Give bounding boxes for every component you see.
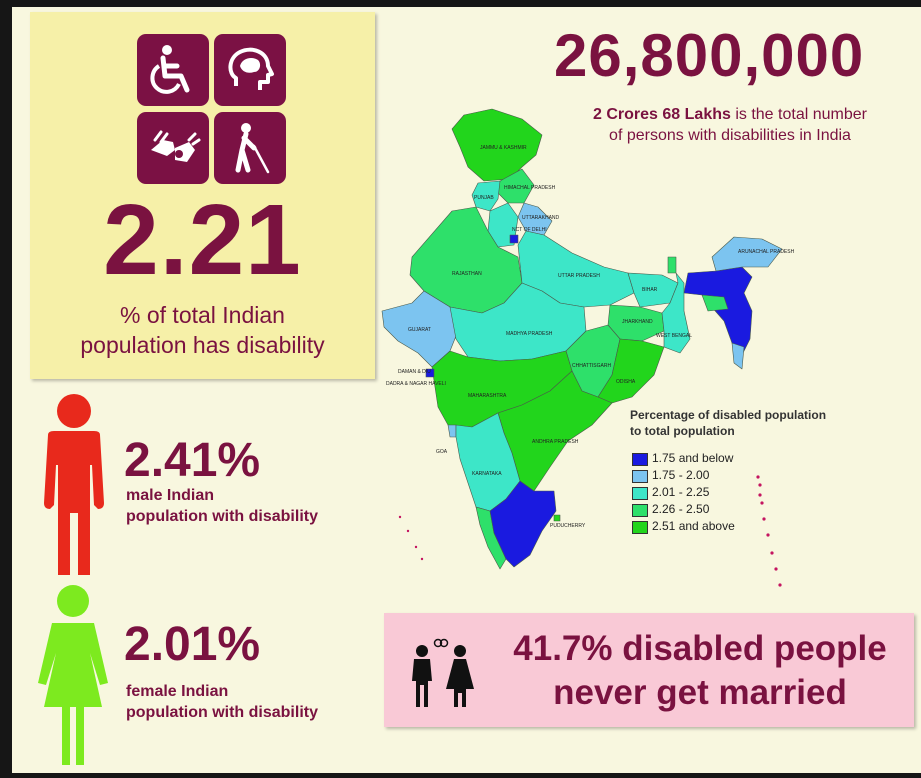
total-number: 26,800,000 — [554, 22, 865, 89]
state-tamil-nadu — [489, 480, 557, 568]
legend-swatch — [632, 521, 648, 534]
state-goa — [447, 424, 457, 438]
state-west-bengal — [661, 272, 691, 354]
legend-label: 2.51 and above — [652, 519, 735, 533]
legend-swatch — [632, 504, 648, 517]
label-dnh: DADRA & NAGAR HAVELI — [386, 381, 446, 387]
overall-percentage-label: % of total Indian population has disabil… — [30, 300, 375, 360]
total-description-line2: of persons with disabilities in India — [609, 127, 851, 144]
female-percentage-value: 2.01% — [124, 618, 261, 671]
label-uttarakhand: UTTARAKHAND — [522, 215, 560, 221]
total-description: 2 Crores 68 Lakhs is the total number of… — [550, 104, 910, 146]
couple-icon — [408, 637, 484, 716]
label-punjab: PUNJAB — [474, 195, 494, 201]
total-description-rest: is the total number — [730, 106, 867, 123]
label-odisha: ODISHA — [616, 379, 636, 385]
label-arunachal: ARUNACHAL PRADESH — [738, 249, 795, 255]
female-label-line2: population with disability — [126, 704, 318, 721]
label-chhattisgarh: CHHATTISGARH — [572, 363, 611, 369]
legend-swatch — [632, 453, 648, 466]
marriage-line2: never get married — [553, 673, 847, 712]
female-figure-icon — [30, 583, 116, 773]
legend-swatch — [632, 487, 648, 500]
legend-label: 1.75 - 2.00 — [652, 468, 710, 482]
state-odisha — [597, 338, 665, 404]
female-label-line1: female Indian — [126, 683, 229, 700]
label-puducherry: PUDUCHERRY — [550, 523, 586, 529]
state-tripura — [731, 342, 745, 370]
marriage-stat-text: 41.7% disabled people never get married — [490, 627, 910, 715]
state-dnh — [425, 368, 435, 378]
lakshadweep-islands — [398, 515, 424, 561]
blind-cane-icon — [214, 112, 286, 184]
label-jharkhand: JHARKHAND — [622, 319, 653, 325]
male-label-line2: population with disability — [126, 508, 318, 525]
state-assam-northeast — [683, 266, 753, 356]
legend-label: 2.01 - 2.25 — [652, 485, 710, 499]
label-up: UTTAR PRADESH — [558, 273, 600, 279]
state-meghalaya — [701, 294, 729, 312]
wheelchair-icon — [137, 34, 209, 106]
state-delhi — [509, 234, 519, 244]
india-map: JAMMU & KASHMIR HIMACHAL PRADESH PUNJAB … — [381, 108, 795, 587]
overall-stat-box: 2.21 % of total Indian population has di… — [30, 12, 375, 379]
male-label-line1: male Indian — [126, 487, 215, 504]
label-andhra: ANDHRA PRADESH — [532, 439, 579, 445]
label-goa: GOA — [436, 449, 448, 455]
label-wb: WEST BENGAL — [656, 333, 692, 339]
marriage-stat-box: 41.7% disabled people never get married — [384, 613, 914, 727]
label-maharashtra: MAHARASHTRA — [468, 393, 507, 399]
label-delhi: NCT OF DELHI — [512, 227, 547, 233]
sign-language-icon — [137, 112, 209, 184]
state-arunachal-pradesh — [711, 236, 783, 272]
brain-icon — [214, 34, 286, 106]
infographic-canvas: 2.21 % of total Indian population has di… — [12, 7, 921, 773]
label-rajasthan: RAJASTHAN — [452, 271, 482, 277]
label-bihar: BIHAR — [642, 287, 658, 293]
legend-label: 2.26 - 2.50 — [652, 502, 710, 516]
male-figure-icon — [34, 393, 114, 584]
state-sikkim — [667, 256, 677, 274]
female-label: female Indian population with disability — [126, 681, 318, 723]
overall-label-line1: % of total Indian — [120, 302, 285, 328]
overall-label-line2: population has disability — [80, 332, 325, 358]
label-daman: DAMAN & DIU — [398, 369, 431, 375]
state-puducherry — [553, 514, 561, 522]
male-percentage-value: 2.41% — [124, 434, 261, 487]
label-hp: HIMACHAL PRADESH — [504, 185, 556, 191]
legend-swatch — [632, 470, 648, 483]
legend-title-line1: Percentage of disabled population — [630, 408, 827, 422]
label-mp: MADHYA PRADESH — [506, 331, 553, 337]
label-gujarat: GUJARAT — [408, 327, 431, 333]
legend-title-line2: to total population — [630, 424, 735, 438]
marriage-line1: 41.7% disabled people — [513, 629, 887, 668]
andaman-nicobar-islands — [756, 475, 782, 587]
legend-title: Percentage of disabled population to tot… — [630, 407, 826, 439]
label-karnataka: KARNATAKA — [472, 471, 502, 477]
total-description-bold: 2 Crores 68 Lakhs — [593, 106, 731, 123]
male-label: male Indian population with disability — [126, 485, 318, 527]
label-jk: JAMMU & KASHMIR — [480, 145, 527, 151]
legend-label: 1.75 and below — [652, 451, 734, 465]
overall-percentage-value: 2.21 — [103, 184, 302, 296]
